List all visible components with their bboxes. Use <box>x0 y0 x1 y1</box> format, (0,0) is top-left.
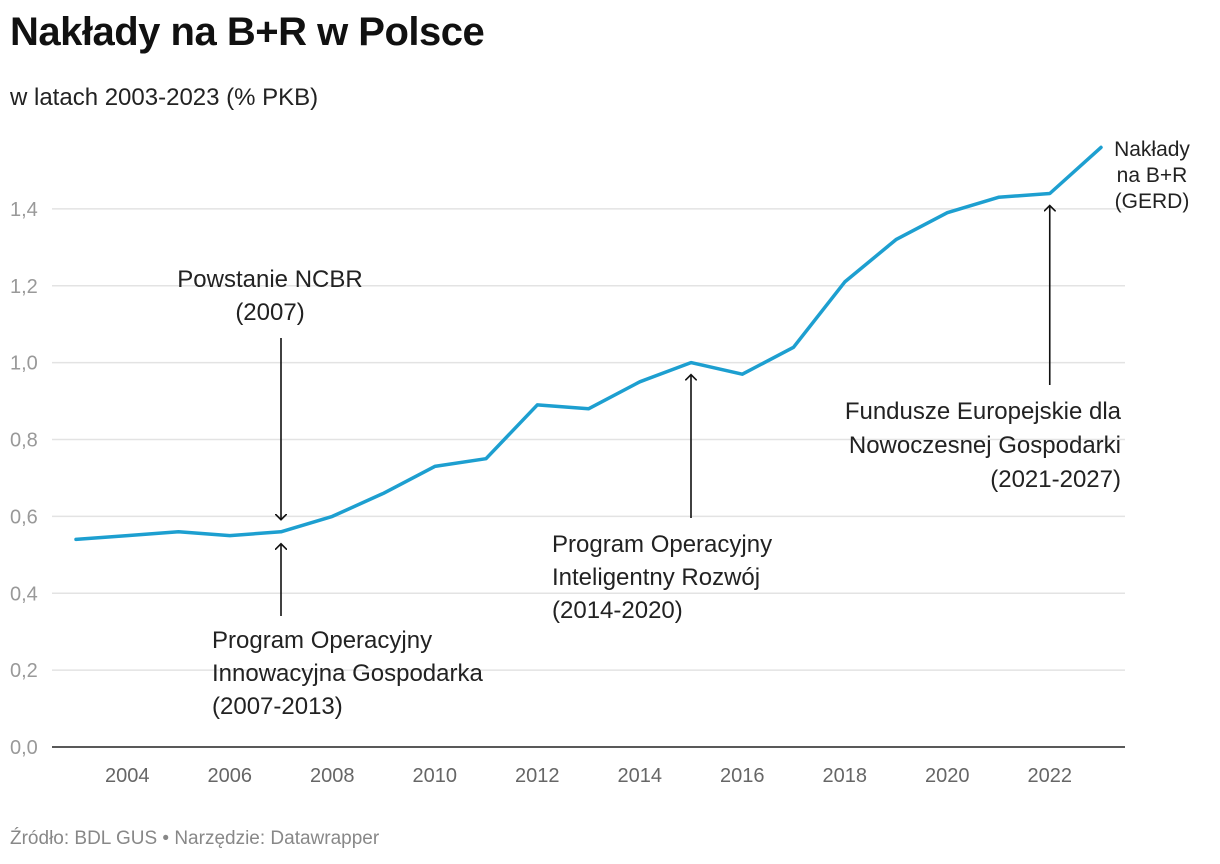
y-tick-label: 1,4 <box>10 199 38 221</box>
y-tick-label: 0,4 <box>10 583 38 605</box>
x-tick-label: 2006 <box>208 765 253 787</box>
x-tick-label: 2016 <box>720 765 765 787</box>
y-axis-ticks: 0,0 0,2 0,4 0,6 0,8 1,0 1,2 1,4 <box>10 199 38 759</box>
source-footer: Źródło: BDL GUS • Narzędzie: Datawrapper <box>10 828 380 849</box>
annotations-group: Powstanie NCBR (2007) Program Operacyjny In… <box>177 206 1122 720</box>
annotation-text: Program Operacyjny Inteligentny Rozwój (20… <box>552 531 772 624</box>
y-tick-label: 0,2 <box>10 660 38 682</box>
x-tick-label: 2012 <box>515 765 560 787</box>
annotation-line: Fundusze Europejskie dla <box>845 398 1122 425</box>
x-tick-label: 2008 <box>310 765 355 787</box>
x-tick-label: 2014 <box>618 765 663 787</box>
series-label: Nakłady na B+R (GERD) <box>1114 138 1190 213</box>
series-line <box>74 145 1103 542</box>
annotation-line: Nowoczesnej Gospodarki <box>849 432 1121 459</box>
annotation-line: (2007-2013) <box>212 693 343 720</box>
annotation-line: (2007) <box>235 299 304 326</box>
x-tick-label: 2018 <box>823 765 868 787</box>
annotation-text: Fundusze Europejskie dla Nowoczesnej Gosp… <box>845 398 1122 493</box>
annotation-line: (2021-2027) <box>990 466 1121 493</box>
gridlines <box>52 208 1125 748</box>
annotation-line: Powstanie NCBR <box>177 266 362 293</box>
annotation-ncbr: Powstanie NCBR (2007) <box>177 266 363 520</box>
annotation-line: Program Operacyjny <box>212 627 432 654</box>
series-label-line: na B+R <box>1117 164 1188 187</box>
annotation-line: Inteligentny Rozwój <box>552 564 760 591</box>
x-tick-label: 2022 <box>1028 765 1073 787</box>
x-tick-label: 2020 <box>925 765 970 787</box>
annotation-poig: Program Operacyjny Innowacyjna Gospodarka… <box>212 544 483 720</box>
y-tick-label: 1,2 <box>10 276 38 298</box>
y-tick-label: 1,0 <box>10 353 38 375</box>
y-tick-label: 0,0 <box>10 737 38 759</box>
x-axis-ticks: 2004 2006 2008 2010 2012 2014 2016 2018 2020 2022 <box>105 765 1072 787</box>
series-label-line: (GERD) <box>1115 190 1190 213</box>
x-tick-label: 2004 <box>105 765 150 787</box>
annotation-line: (2014-2020) <box>552 597 683 624</box>
series-group: Nakłady na B+R (GERD) <box>74 138 1190 542</box>
series-label-line: Nakłady <box>1114 138 1190 161</box>
y-tick-label: 0,6 <box>10 506 38 528</box>
chart-subtitle: w latach 2003-2023 (% PKB) <box>10 84 319 111</box>
chart-title: Nakłady na B+R w Polsce <box>10 10 485 54</box>
x-tick-label: 2010 <box>413 765 458 787</box>
annotation-line: Innowacyjna Gospodarka <box>212 660 483 687</box>
annotation-fengo: Fundusze Europejskie dla Nowoczesnej Gosp… <box>845 206 1122 493</box>
annotation-text: Powstanie NCBR (2007) <box>177 266 362 326</box>
y-tick-label: 0,8 <box>10 430 38 452</box>
annotation-text: Program Operacyjny Innowacyjna Gospodarka… <box>212 627 483 720</box>
annotation-line: Program Operacyjny <box>552 531 772 558</box>
annotation-poir: Program Operacyjny Inteligentny Rozwój (20… <box>552 375 772 624</box>
